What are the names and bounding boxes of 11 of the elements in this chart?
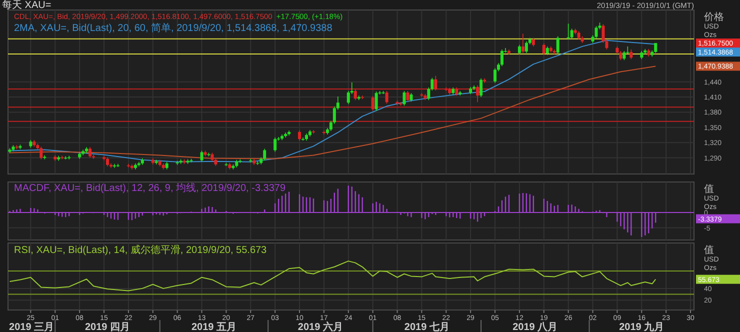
text: 2019 九月 <box>619 321 664 332</box>
text: 2019 八月 <box>512 321 558 332</box>
text: 2019 六月 <box>298 321 343 332</box>
chart-title: 每天 XAU= <box>2 0 52 11</box>
text: 2019 四月 <box>84 322 130 332</box>
annotation: 2MA, XAU=, Bid(Last), 20, 60, 简单, 2019/9/20, 1,514.3868, 1,470.9388 <box>14 22 333 34</box>
text: 2019 五月 <box>191 322 236 332</box>
text: 2019 七月 <box>404 321 450 332</box>
text: 2019 三月 <box>9 322 54 332</box>
chart-title: RSI, XAU=, Bid(Last), 14, 威尔德平滑, 2019/9/20, 55.673 <box>14 244 268 256</box>
chart-title: MACDF, XAU=, Bid(Last), 12, 26, 9, 均线, 2019/9/20, -3.3379 <box>14 182 286 194</box>
